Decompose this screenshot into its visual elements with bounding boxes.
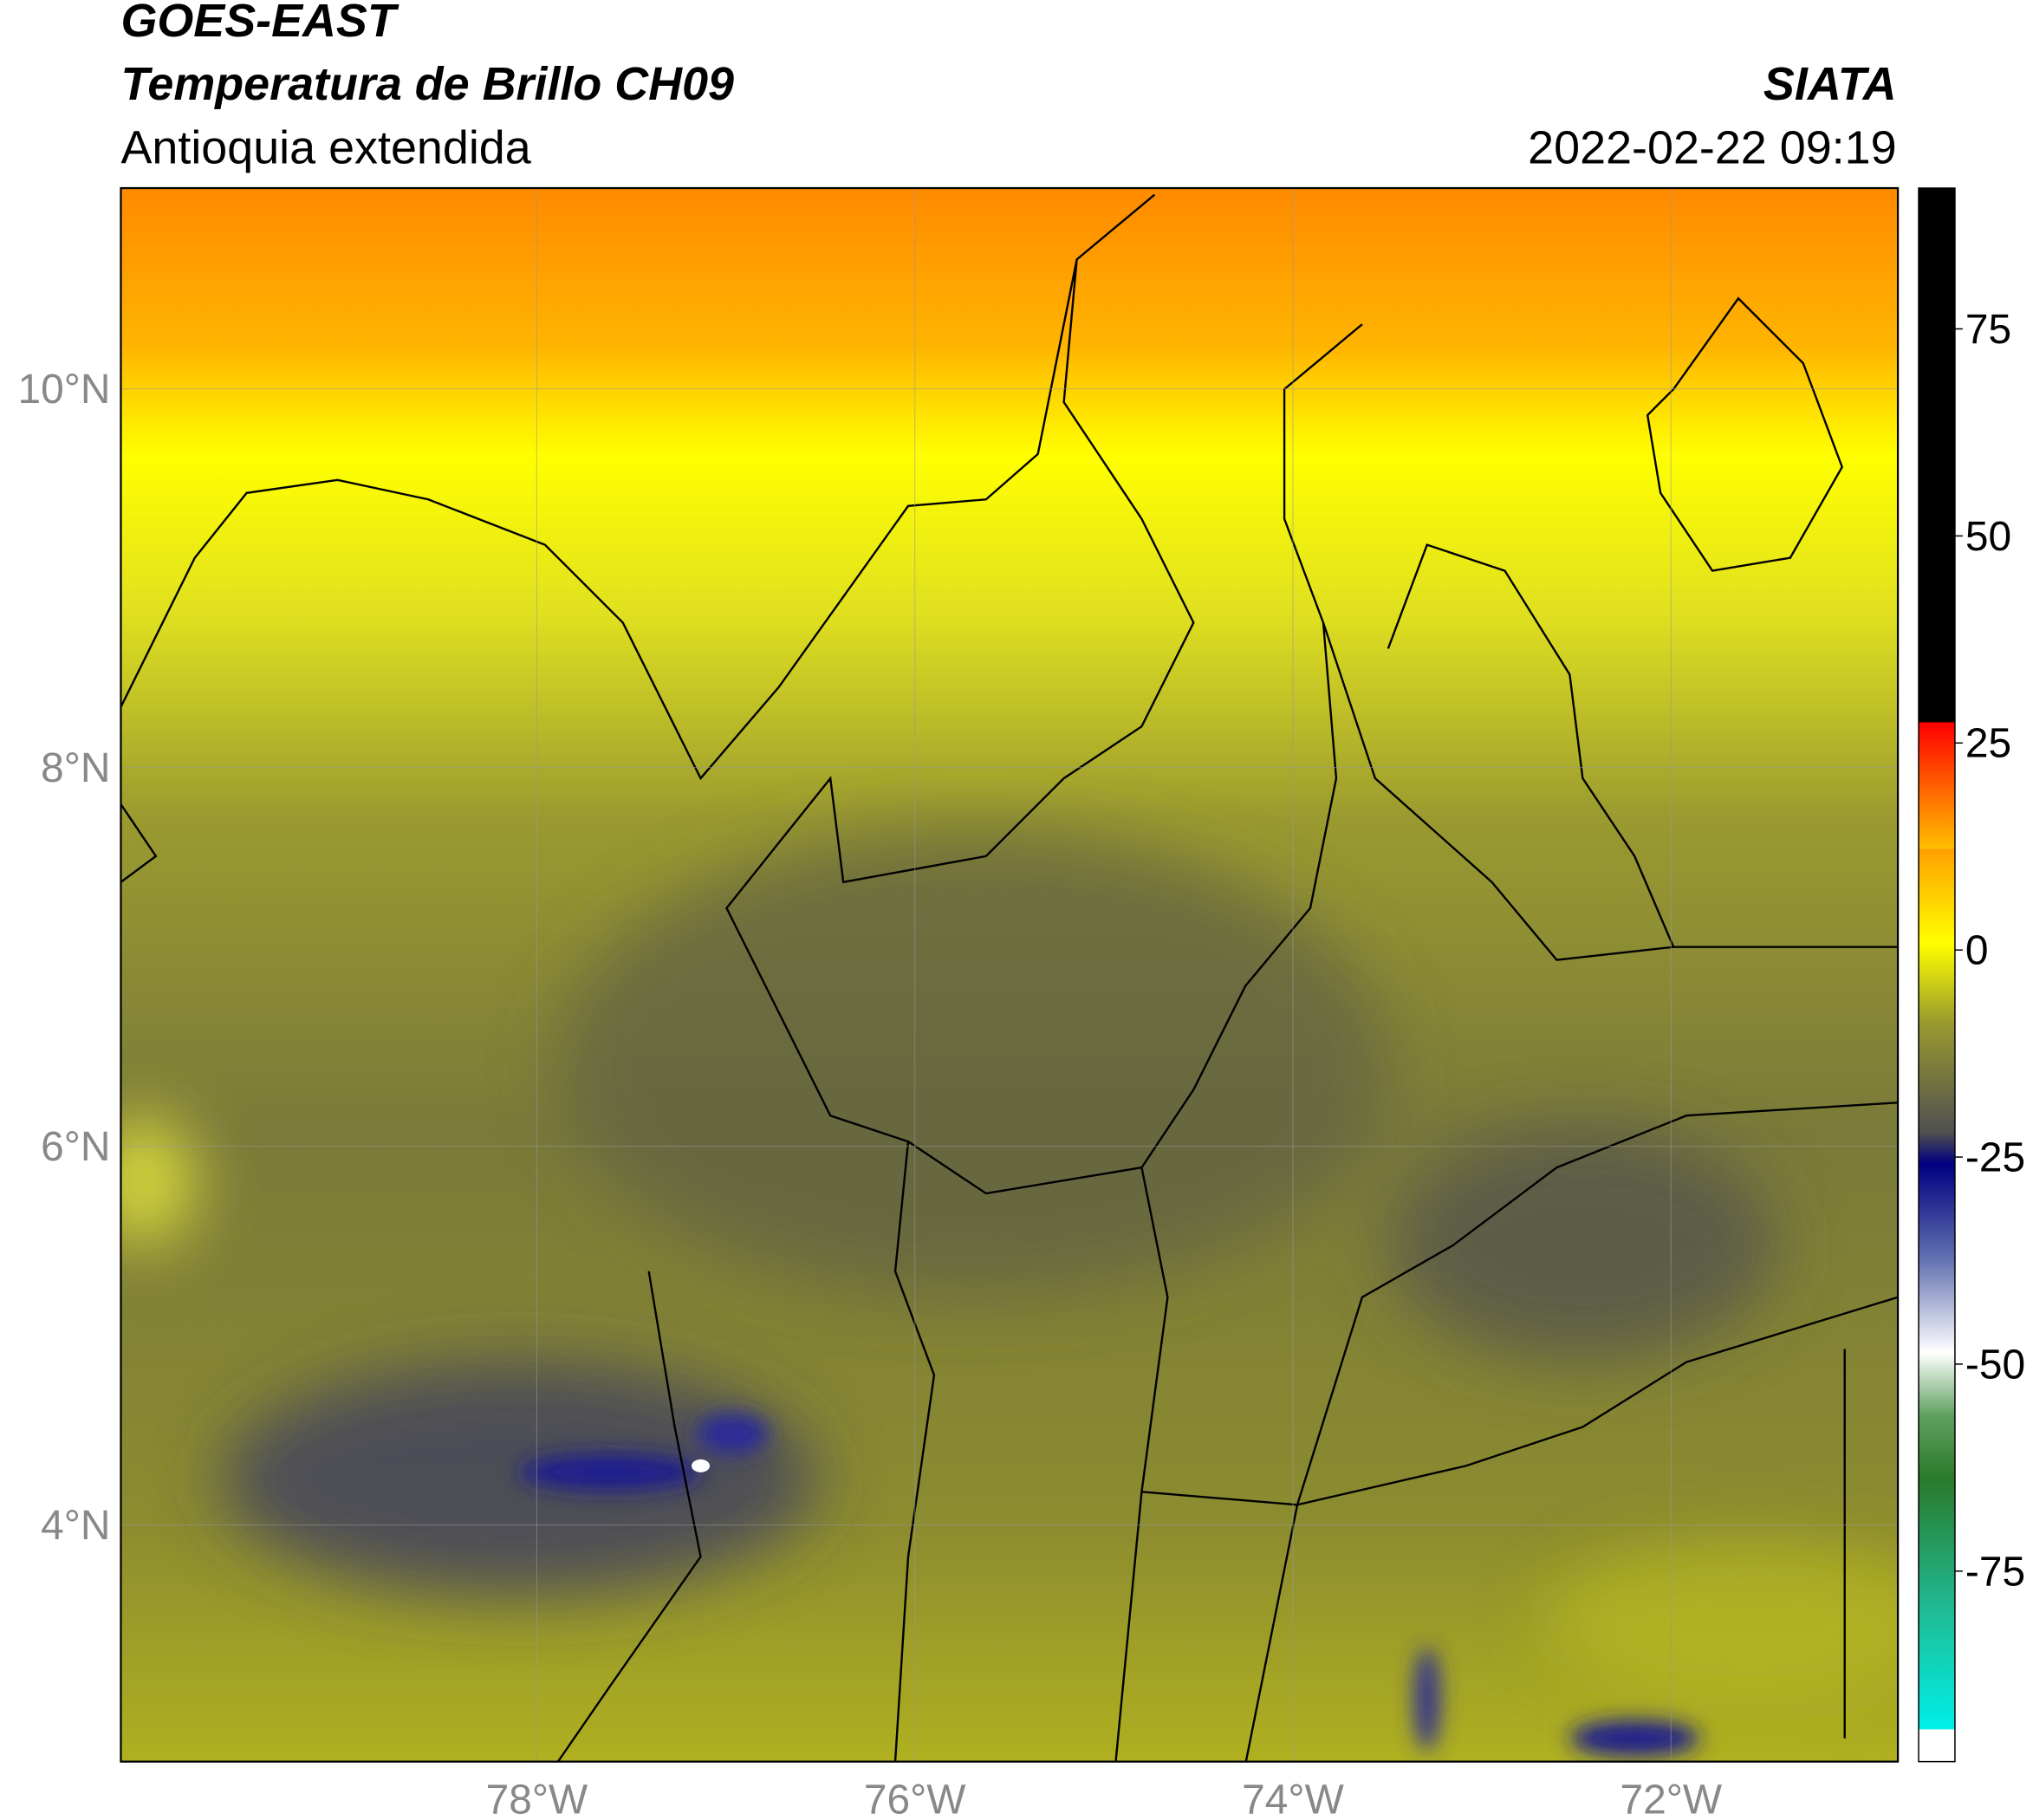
warm-area bbox=[1543, 1544, 1899, 1700]
cloud-field bbox=[120, 829, 1899, 1700]
colorbar-tick-label: -25 bbox=[1965, 1135, 2025, 1181]
core bbox=[1413, 1647, 1440, 1752]
cloud-area bbox=[557, 829, 1388, 1297]
convective-cores bbox=[518, 1413, 1700, 1757]
grid bbox=[120, 188, 1899, 1762]
y-tick-label: 10°N bbox=[18, 367, 111, 413]
colorbar-tick-label: 50 bbox=[1965, 514, 2011, 560]
title: GOES-EAST bbox=[120, 0, 399, 47]
y-tick-label: 8°N bbox=[41, 745, 110, 791]
colorbar-tick-label: 25 bbox=[1965, 721, 2011, 767]
cloud-area bbox=[1387, 1128, 1777, 1362]
map-image bbox=[120, 188, 1899, 1762]
core bbox=[518, 1453, 701, 1491]
colorbar bbox=[1918, 187, 1956, 1763]
colorbar-tick-label: -75 bbox=[1965, 1549, 2025, 1595]
x-tick-label: 72°W bbox=[1620, 1778, 1722, 1820]
colorbar-tick-label: -50 bbox=[1965, 1342, 2025, 1388]
colorbar-tick-label: 75 bbox=[1965, 307, 2011, 353]
border-line bbox=[120, 193, 1899, 1762]
organization: SIATA bbox=[1763, 58, 1897, 110]
warm-area bbox=[120, 1115, 195, 1245]
core bbox=[697, 1413, 770, 1454]
core bbox=[1569, 1719, 1700, 1757]
cloud-area bbox=[220, 1362, 818, 1596]
x-tick-label: 74°W bbox=[1242, 1778, 1344, 1820]
datetime: 2022-02-22 09:19 bbox=[1528, 122, 1896, 174]
subtitle: Antioquia extendida bbox=[120, 122, 530, 174]
core-top bbox=[692, 1459, 711, 1472]
y-tick-label: 6°N bbox=[41, 1124, 110, 1170]
y-tick-label: 4°N bbox=[41, 1503, 110, 1549]
x-tick-label: 76°W bbox=[864, 1778, 966, 1820]
title: Temperatura de Brillo CH09 bbox=[120, 58, 734, 110]
map-frame bbox=[120, 186, 1900, 1763]
x-tick-label: 78°W bbox=[486, 1778, 588, 1820]
colorbar-tick-label: 0 bbox=[1965, 928, 1989, 974]
